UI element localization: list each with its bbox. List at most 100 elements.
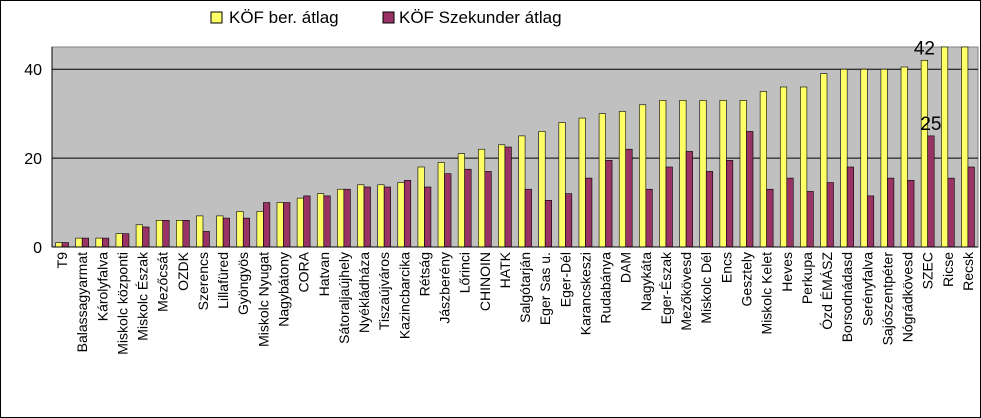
bar-series-2	[705, 171, 714, 248]
bar-series-2	[303, 195, 311, 248]
x-category-label: Ricse	[940, 252, 956, 287]
bar-series-2	[403, 180, 412, 248]
x-category-label: Karancskeszi	[577, 252, 593, 335]
bar-series-2	[826, 182, 834, 248]
bar-series-1	[75, 237, 83, 248]
bar-series-2	[645, 188, 653, 248]
bar-series-2	[846, 166, 854, 248]
bar-series-2	[625, 148, 633, 248]
x-category-label: T9	[54, 252, 70, 269]
legend: KÖF ber. átlag KÖF Szekunder átlag	[173, 1, 633, 34]
bar-series-2	[866, 195, 875, 248]
bar-series-1	[699, 100, 707, 248]
bar-series-2	[887, 177, 895, 248]
x-category-label: Nagybátony	[276, 252, 292, 327]
bar-series-2	[484, 171, 492, 248]
bar-series-1	[940, 46, 949, 248]
bar-series-1	[316, 193, 325, 248]
data-label: 42	[914, 38, 935, 59]
bar-series-1	[800, 86, 808, 248]
bar-series-2	[263, 202, 271, 248]
bar-series-1	[55, 242, 63, 248]
x-category-label: Sátoraljaújhely	[336, 252, 352, 344]
bar-series-2	[927, 135, 935, 248]
bar-series-2	[907, 180, 915, 248]
bar-series-2	[323, 195, 331, 248]
bar-series-1	[920, 60, 928, 248]
x-category-label: Nagykáta	[638, 252, 654, 311]
plot-area	[51, 46, 979, 248]
bar-series-2	[383, 186, 391, 248]
x-category-label: Eger-Dél	[557, 252, 573, 307]
legend-swatch-series-2	[382, 11, 395, 24]
x-category-label: Serényfalva	[859, 252, 875, 326]
bar-series-1	[759, 91, 767, 248]
x-category-label: Eger Sas u.	[537, 252, 553, 325]
bar-series-2	[283, 202, 291, 248]
bar-series-2	[363, 186, 371, 248]
bar-series-1	[216, 215, 224, 248]
y-axis: 0 20 40	[24, 47, 53, 257]
bar-series-1	[477, 148, 486, 248]
bar-series-2	[464, 168, 472, 248]
bar-series-1	[176, 220, 184, 248]
x-category-label: Miskolc Észak	[135, 251, 151, 341]
y-tick-label: 40	[24, 62, 42, 79]
bar-series-2	[162, 220, 170, 248]
bar-series-1	[659, 100, 667, 248]
x-category-label: Lillafüred	[215, 252, 231, 309]
bar-series-2	[202, 231, 210, 248]
legend-label-series-1: KÖF ber. átlag	[229, 8, 339, 27]
bar-series-2	[504, 146, 512, 248]
x-category-label: Hatvan	[316, 252, 332, 296]
bar-series-1	[276, 202, 284, 248]
x-category-label: Miskolc Dél	[698, 252, 714, 324]
x-category-label: CORA	[296, 251, 312, 292]
x-category-label: Gesztely	[739, 252, 755, 306]
data-labels: 42 25	[914, 38, 942, 135]
x-category-label: Perkupa	[799, 252, 815, 304]
bar-series-1	[457, 153, 465, 248]
bar-series-1	[95, 237, 103, 248]
data-label: 25	[920, 114, 941, 135]
bar-series-2	[142, 226, 150, 248]
bar-series-1	[880, 68, 888, 248]
x-category-label: Ózd ÉMÁSZ	[819, 252, 835, 330]
bar-series-2	[61, 242, 69, 248]
legend-box	[173, 1, 633, 34]
bar-series-1	[196, 215, 204, 248]
bar-series-2	[605, 160, 613, 248]
x-category-label: Lőrinci	[457, 252, 473, 293]
bar-series-2	[806, 191, 814, 248]
bar-series-1	[417, 166, 425, 248]
bar-series-1	[840, 68, 848, 248]
bar-series-1	[437, 162, 445, 248]
bar-series-2	[726, 160, 734, 248]
bar-series-1	[598, 113, 606, 248]
x-category-label: Gyöngyös	[235, 252, 251, 315]
x-category-label: Tiszaújváros	[376, 252, 392, 330]
x-category-label: Jászberény	[437, 252, 453, 324]
bar-series-1	[739, 100, 747, 248]
bar-series-2	[565, 193, 573, 248]
x-category-label: Encs	[718, 252, 734, 283]
x-category-label: Rudabánya	[598, 252, 614, 324]
bar-series-2	[585, 177, 593, 248]
bar-series-1	[135, 224, 143, 248]
x-category-label: Eger-Észak	[658, 251, 674, 324]
x-category-label: Sajószentpéter	[879, 252, 895, 346]
bar-series-1	[860, 68, 868, 248]
bar-series-1	[377, 184, 385, 248]
bar-series-2	[122, 233, 130, 248]
bar-series-1	[256, 211, 264, 248]
x-category-label: Károlyfalva	[94, 252, 110, 321]
bar-series-2	[424, 186, 432, 248]
bar-series-1	[296, 197, 304, 248]
bar-series-2	[665, 166, 673, 248]
bar-series-1	[236, 211, 244, 248]
x-category-label: Kazincbarcika	[396, 252, 412, 339]
x-category-label: Miskolc központi	[114, 252, 130, 355]
y-tick-label: 20	[24, 151, 42, 168]
bar-series-2	[343, 188, 351, 248]
